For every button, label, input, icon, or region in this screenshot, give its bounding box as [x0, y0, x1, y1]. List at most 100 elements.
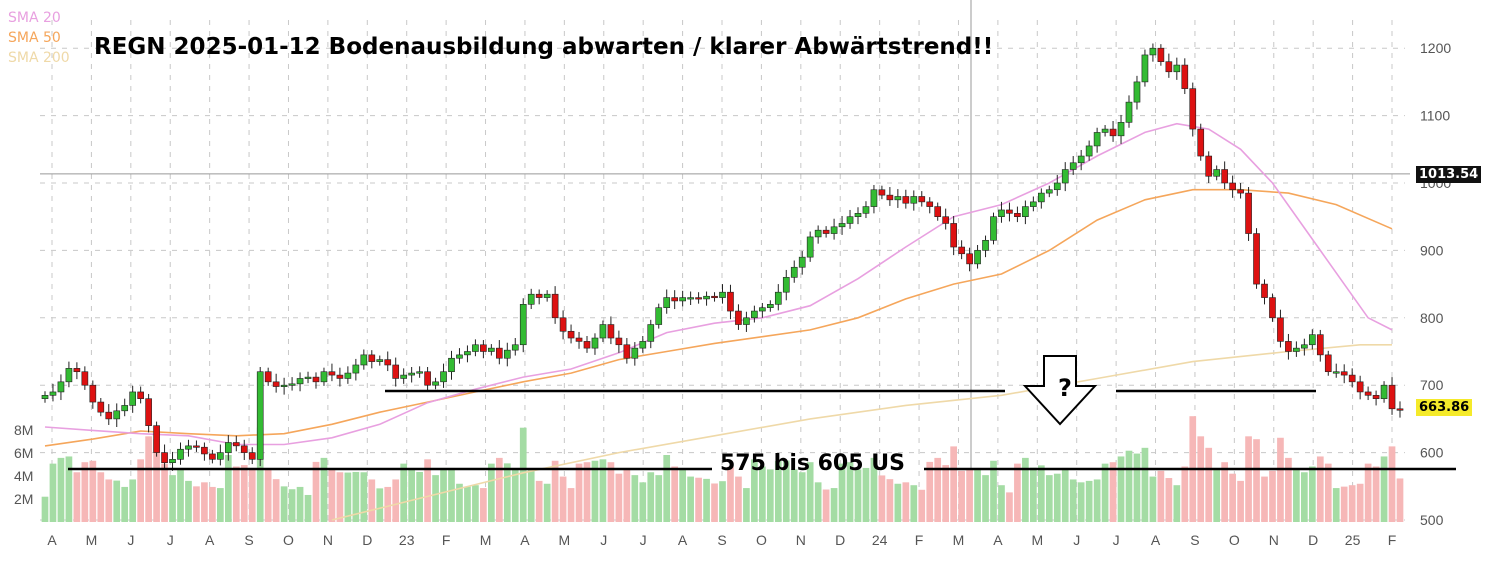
volume-bar [145, 436, 152, 522]
candle-body [312, 376, 320, 383]
candle-body [1316, 334, 1324, 356]
volume-bar [711, 483, 718, 522]
volume-bar [918, 489, 926, 522]
volume-bar [1205, 447, 1213, 522]
volume-bar [950, 446, 957, 522]
volume-bar [886, 479, 894, 522]
x-tick-label: A [678, 532, 688, 548]
volume-bar [201, 482, 208, 522]
volume-bar [543, 483, 551, 522]
volume-bar [1261, 476, 1268, 522]
volume-bar [1308, 466, 1316, 522]
volume-bar [352, 471, 360, 522]
candle-body [1253, 233, 1260, 285]
y-price-tick-label: 600 [1420, 445, 1444, 461]
x-tick-label: D [1308, 532, 1318, 548]
x-tick-label: S [1190, 532, 1199, 548]
candle-body [942, 216, 950, 224]
candle-body [1037, 192, 1045, 203]
volume-bar [695, 477, 702, 522]
volume-bar [320, 457, 328, 522]
candle-body [647, 324, 655, 342]
volume-bar [312, 461, 320, 522]
candle-body [1117, 122, 1125, 137]
volume-bar [169, 475, 176, 522]
candle-body [703, 295, 710, 300]
candle-body [1237, 189, 1244, 194]
volume-bar [1229, 473, 1236, 522]
candle-body [97, 401, 105, 413]
candle-body [336, 374, 344, 379]
candle-body [161, 452, 168, 464]
volume-bar [926, 461, 934, 522]
candle-body [344, 372, 352, 379]
volume-bar [1364, 463, 1372, 522]
volume-bar [137, 459, 144, 522]
candle-body [838, 223, 846, 228]
volume-bar [878, 475, 886, 522]
candle-body [248, 452, 256, 460]
volume-bar [583, 462, 591, 522]
candle-body [352, 364, 360, 374]
down-arrow-shape [1022, 355, 1098, 426]
x-tick-label: F [915, 532, 924, 548]
volume-bar [1316, 456, 1324, 522]
x-tick-label: N [796, 532, 806, 548]
candle-body [719, 291, 726, 298]
candle-body [958, 246, 965, 255]
candle-body [1332, 371, 1340, 374]
volume-bar [209, 486, 216, 522]
volume-bar [185, 480, 192, 522]
volume-bar [1396, 478, 1404, 522]
volume-bar [1285, 457, 1292, 522]
candle-body [1396, 408, 1404, 411]
candle-body [687, 297, 694, 300]
last-price-badge: 663.86 [1416, 399, 1473, 416]
candle-body [1189, 88, 1197, 130]
chart-grid [40, 0, 1410, 522]
candle-body [376, 359, 384, 362]
candle-body [982, 239, 989, 251]
volume-bar [280, 486, 288, 522]
volume-bar [89, 460, 97, 522]
volume-bar [1125, 450, 1133, 522]
candle-body [201, 446, 208, 455]
volume-bar [1324, 463, 1332, 522]
candle-body [575, 337, 583, 342]
volume-bar [121, 486, 129, 522]
candle-body [655, 307, 663, 325]
question-mark: ? [1058, 374, 1072, 402]
candle-body [432, 381, 439, 386]
x-tick-label: N [1269, 532, 1279, 548]
volume-bar [671, 466, 679, 522]
sma20-line [44, 122, 1393, 446]
candle-body [1380, 384, 1388, 399]
volume-bar [1380, 456, 1388, 522]
x-tick-label: M [953, 532, 965, 548]
volume-bar [1301, 472, 1308, 522]
volume-bar [607, 462, 615, 522]
candle-body [878, 189, 886, 196]
volume-bar [240, 465, 248, 522]
candle-body [1014, 213, 1021, 218]
candle-body [1006, 209, 1013, 214]
candle-body [416, 371, 423, 374]
candle-body [559, 317, 567, 332]
candle-body [1030, 201, 1037, 207]
volume-bar [328, 469, 336, 522]
volume-bar [1293, 469, 1300, 522]
volume-bar [727, 466, 734, 522]
x-tick-label: D [362, 532, 372, 548]
y-volume-tick-label: 6M [14, 445, 33, 461]
x-tick-label: M [86, 532, 98, 548]
volume-bar [1006, 492, 1013, 522]
volume-bar [998, 485, 1005, 522]
x-tick-label: M [1031, 532, 1043, 548]
annotations [68, 355, 1456, 471]
volume-bar [264, 469, 272, 522]
volume-bar [591, 460, 599, 522]
candle-body [583, 341, 591, 349]
candle-body [735, 310, 742, 325]
candle-body [193, 445, 200, 448]
